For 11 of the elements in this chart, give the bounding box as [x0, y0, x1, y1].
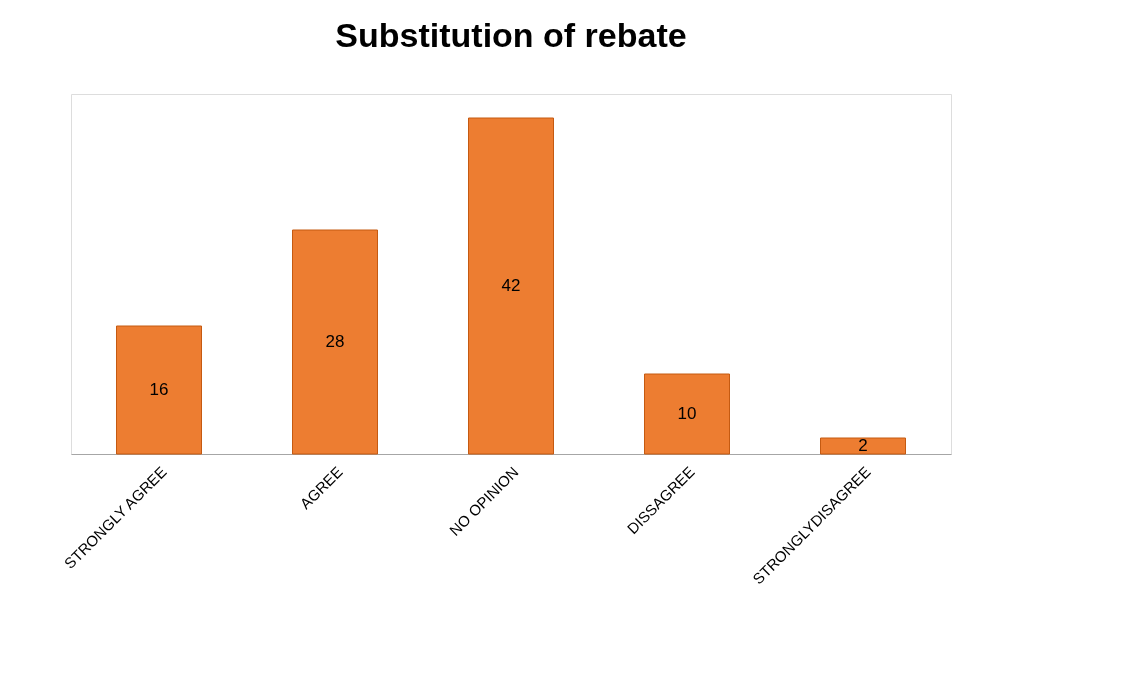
bar: [468, 117, 554, 455]
data-label: 10: [677, 404, 697, 423]
data-label: 28: [325, 332, 345, 351]
data-label: 42: [501, 276, 521, 295]
bar: [644, 373, 730, 455]
bar: [116, 325, 202, 455]
bar: [820, 437, 906, 455]
data-label: 2: [858, 436, 868, 455]
chart-title: Substitution of rebate: [335, 16, 687, 54]
bar: [292, 229, 378, 455]
data-label: 16: [149, 380, 169, 399]
